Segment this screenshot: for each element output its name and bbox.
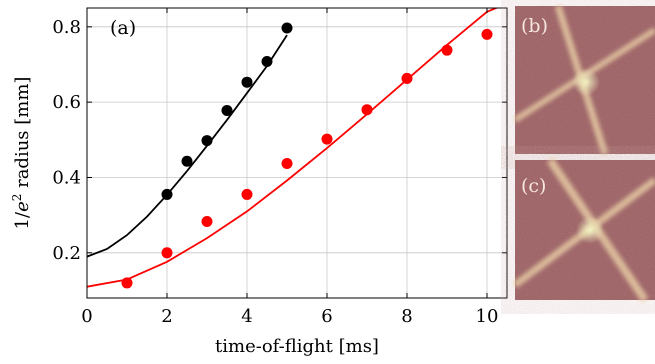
image-panel-c: (c) xyxy=(512,157,655,303)
x-tick-label: 0 xyxy=(81,306,92,327)
data-point-1 xyxy=(481,28,493,40)
x-tick-label: 8 xyxy=(401,306,412,327)
x-tick-label: 10 xyxy=(476,306,499,327)
data-point-0 xyxy=(241,76,253,88)
panel-label-c: (c) xyxy=(521,175,546,197)
plot-frame xyxy=(86,7,508,299)
data-point-1 xyxy=(361,104,373,116)
data-point-0 xyxy=(201,135,213,147)
y-tick-label: 0.2 xyxy=(52,243,81,264)
x-tick-label: 2 xyxy=(161,306,172,327)
x-tick-label: 6 xyxy=(321,306,332,327)
data-point-1 xyxy=(241,188,253,200)
image-panel-b: (b) xyxy=(513,4,655,156)
data-point-1 xyxy=(441,44,453,56)
fit-curve-0 xyxy=(87,34,288,258)
data-point-1 xyxy=(121,277,133,289)
y-tick-label: 0.6 xyxy=(52,92,81,113)
y-tick-label: 0.8 xyxy=(52,17,81,38)
fit-curves xyxy=(87,8,499,288)
axis-ticks: 0 2 4 6 8 10 0.2 0.4 0.6 0.8 xyxy=(52,8,507,327)
panel-label-a: (a) xyxy=(110,17,136,39)
data-point-0 xyxy=(161,188,173,200)
data-point-1 xyxy=(201,216,213,228)
x-axis-label: time-of-flight [ms] xyxy=(215,336,379,357)
panel-label-b: (b) xyxy=(521,15,548,37)
data-point-1 xyxy=(281,158,293,170)
data-point-0 xyxy=(221,104,233,116)
x-tick-label: 4 xyxy=(241,306,252,327)
y-tick-label: 0.4 xyxy=(52,167,81,188)
y-axis-label: 1/e2 radius [mm] xyxy=(10,77,33,230)
data-point-0 xyxy=(281,22,293,34)
data-point-0 xyxy=(261,55,273,67)
data-point-0 xyxy=(181,155,193,167)
grid-lines xyxy=(87,8,507,298)
data-point-1 xyxy=(401,72,413,84)
data-point-1 xyxy=(321,133,333,145)
data-points xyxy=(121,22,493,289)
data-point-1 xyxy=(161,247,173,259)
fit-curve-1 xyxy=(87,8,499,288)
